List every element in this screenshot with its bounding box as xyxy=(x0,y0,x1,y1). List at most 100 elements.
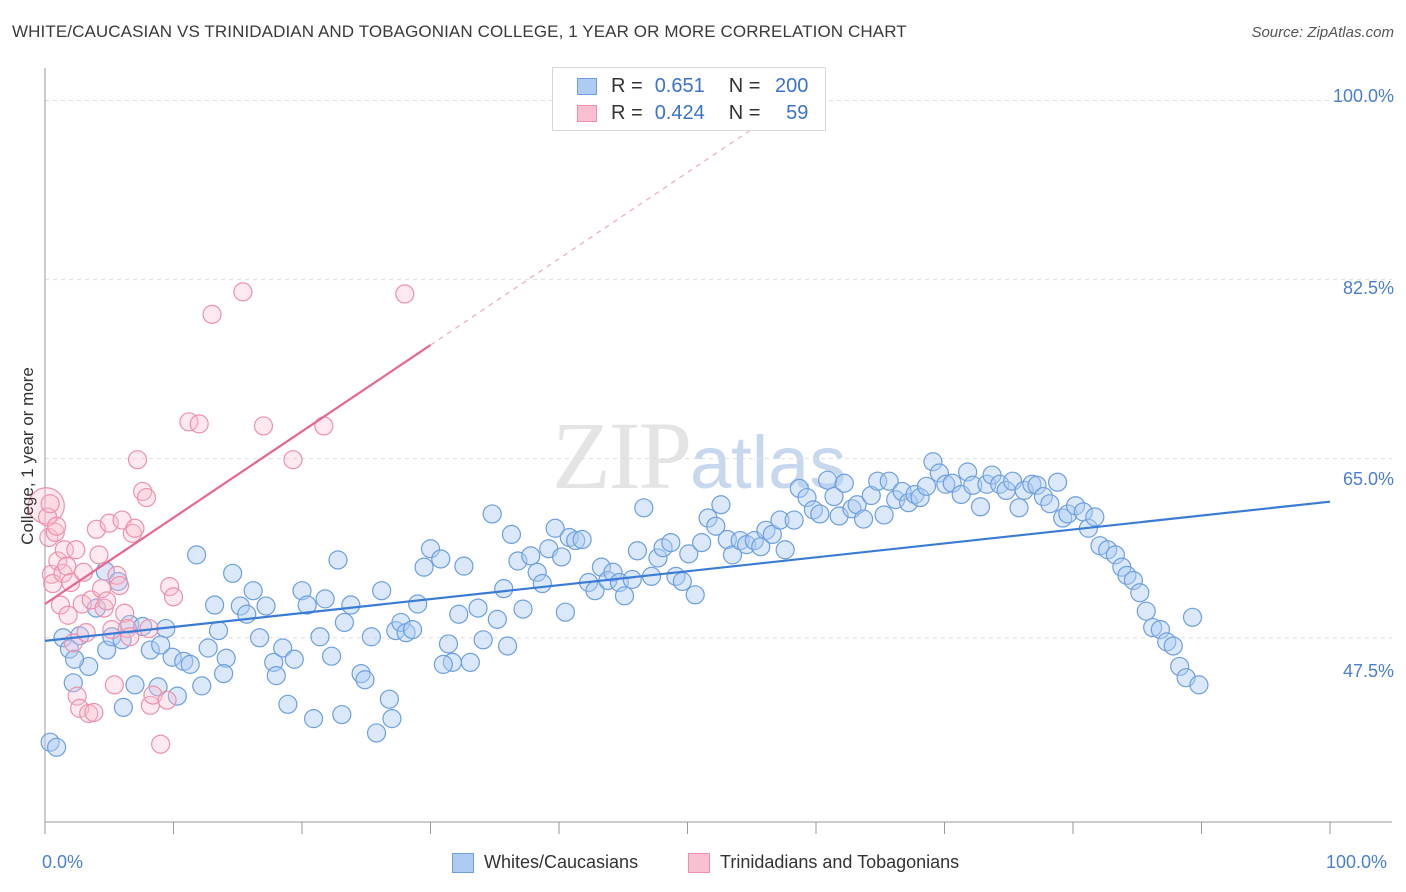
point-whites-159 xyxy=(1058,504,1078,524)
point-whites-79 xyxy=(545,518,565,538)
point-trinidadian-53 xyxy=(233,282,253,302)
point-whites-172 xyxy=(1143,617,1163,638)
point-whites-51 xyxy=(366,723,387,743)
point-whites-100 xyxy=(679,544,699,564)
point-whites-71 xyxy=(494,579,514,599)
point-whites-76 xyxy=(527,562,547,582)
legend-n-label: N = xyxy=(728,101,761,124)
point-trinidadian-14 xyxy=(61,572,81,593)
point-whites-33 xyxy=(249,628,270,648)
point-whites-40 xyxy=(297,595,317,615)
point-whites-128 xyxy=(861,485,881,506)
point-whites-67 xyxy=(468,598,488,618)
point-whites-28 xyxy=(216,648,236,668)
point-whites-127 xyxy=(853,509,874,529)
point-whites-20 xyxy=(167,686,187,706)
point-whites-182 xyxy=(151,635,171,655)
point-whites-168 xyxy=(1117,565,1137,585)
point-whites-44 xyxy=(321,646,342,666)
point-whites-82 xyxy=(566,530,586,551)
trend-line-extension-trinidadians xyxy=(430,128,753,346)
point-trinidadian-9 xyxy=(50,595,71,615)
point-whites-101 xyxy=(685,585,705,605)
point-trinidadian-28 xyxy=(94,598,114,618)
point-trinidadian-34 xyxy=(109,575,130,596)
legend-row-whites: R = 0.651 N = 200 xyxy=(577,74,808,98)
point-whites-155 xyxy=(1033,486,1054,507)
point-whites-41 xyxy=(303,709,324,729)
point-whites-29 xyxy=(223,563,243,583)
point-whites-32 xyxy=(243,581,263,601)
watermark-atlas: atlas xyxy=(690,421,847,504)
legend-r-label: R = xyxy=(611,74,643,97)
legend-row-trinidadians: R = 0.424 N = 59 xyxy=(577,101,808,125)
point-whites-181 xyxy=(113,697,133,717)
chart-title: WHITE/CAUCASIAN VS TRINIDADIAN AND TOBAG… xyxy=(12,22,907,41)
point-whites-104 xyxy=(706,516,726,536)
point-whites-93 xyxy=(634,498,654,518)
x-tick-100: 100.0% xyxy=(1326,852,1388,872)
point-whites-36 xyxy=(273,638,293,658)
legend-n-value-whites: 200 xyxy=(775,74,809,97)
point-whites-97 xyxy=(661,532,681,553)
point-whites-156 xyxy=(1040,494,1060,514)
point-whites-140 xyxy=(936,474,956,494)
point-whites-46 xyxy=(334,612,355,633)
point-whites-120 xyxy=(810,504,830,524)
watermark-zip: ZIP xyxy=(552,402,692,509)
legend-swatch-blue xyxy=(577,77,597,95)
legend-swatch-trinidadians xyxy=(688,852,710,873)
point-whites-66 xyxy=(460,652,480,672)
point-trinidadian-47 xyxy=(157,690,177,710)
legend-r-label: R = xyxy=(611,101,643,124)
point-trinidadian-51 xyxy=(189,414,209,434)
point-whites-25 xyxy=(198,638,218,658)
point-whites-178 xyxy=(1182,607,1203,627)
point-whites-115 xyxy=(775,540,795,560)
point-whites-138 xyxy=(923,452,943,472)
point-whites-49 xyxy=(355,670,375,690)
point-whites-62 xyxy=(438,634,459,654)
point-whites-136 xyxy=(910,487,930,508)
point-whites-154 xyxy=(1027,475,1047,495)
point-whites-0 xyxy=(40,732,60,752)
point-whites-19 xyxy=(162,647,182,667)
point-whites-130 xyxy=(874,505,894,525)
point-whites-75 xyxy=(521,546,541,566)
point-whites-116 xyxy=(784,510,804,530)
point-whites-88 xyxy=(603,562,623,582)
point-whites-34 xyxy=(256,596,276,616)
point-trinidadian-2 xyxy=(39,527,59,548)
point-trinidadian-8 xyxy=(48,551,68,571)
point-trinidadian-18 xyxy=(70,698,90,718)
point-whites-187 xyxy=(433,654,453,674)
point-whites-24 xyxy=(192,676,212,696)
point-whites-16 xyxy=(140,640,160,660)
point-whites-139 xyxy=(929,463,949,483)
point-whites-124 xyxy=(834,473,854,493)
point-whites-80 xyxy=(551,547,572,567)
point-whites-37 xyxy=(278,694,298,714)
point-whites-42 xyxy=(310,627,330,647)
point-trinidadian-17 xyxy=(67,686,87,706)
point-whites-27 xyxy=(208,621,229,641)
point-whites-50 xyxy=(361,627,381,647)
point-whites-95 xyxy=(648,548,668,568)
point-whites-70 xyxy=(487,609,507,629)
point-trinidadian-55 xyxy=(283,450,303,470)
point-whites-102 xyxy=(692,532,712,553)
point-trinidadian-7 xyxy=(46,516,67,536)
legend-r-value-whites: 0.651 xyxy=(654,74,705,97)
point-whites-114 xyxy=(770,510,790,530)
point-trinidadian-48 xyxy=(160,577,180,597)
point-whites-69 xyxy=(482,504,502,524)
point-whites-83 xyxy=(572,529,592,550)
point-whites-64 xyxy=(449,604,469,624)
point-whites-52 xyxy=(372,581,392,601)
point-whites-61 xyxy=(431,549,451,569)
point-whites-186 xyxy=(382,709,402,729)
y-axis-label: College, 1 year or more xyxy=(18,367,37,545)
point-trinidadian-43 xyxy=(136,487,157,508)
legend-n-value-trinidadians: 59 xyxy=(786,101,809,124)
point-trinidadian-36 xyxy=(115,603,135,623)
